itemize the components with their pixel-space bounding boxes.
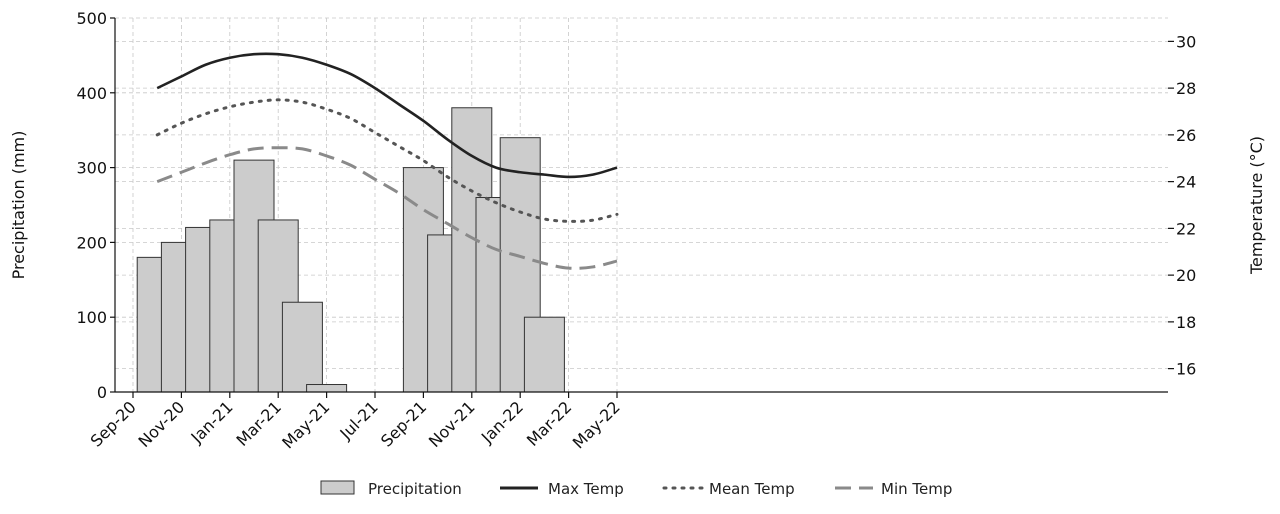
- bar-layer: [136, 107, 565, 393]
- y-left-tick-label: 100: [76, 308, 107, 327]
- max-temp-line: [156, 52, 618, 179]
- y-right-tick-label: 24: [1176, 173, 1196, 192]
- x-tick-label: May-21: [278, 397, 333, 452]
- y-left-tick-label: 400: [76, 84, 107, 103]
- x-tick-label: Nov-20: [135, 397, 189, 451]
- precipitation-bar: [306, 384, 348, 393]
- x-tick-label: Nov-21: [425, 397, 479, 451]
- x-tick-label: Mar-21: [232, 397, 285, 450]
- x-tick-label: Jan-22: [477, 397, 527, 447]
- x-tick-label: Sep-21: [377, 397, 430, 450]
- legend-label-precipitation: Precipitation: [368, 480, 462, 498]
- left-axis-title: Precipitation (mm): [9, 131, 28, 280]
- y-left-tick-label: 0: [97, 383, 107, 402]
- mean-temp-line: [155, 98, 619, 223]
- legend-label-min-temp: Min Temp: [881, 480, 952, 498]
- min-temp-line: [156, 146, 618, 270]
- y-left-tick-label: 500: [76, 9, 107, 28]
- x-tick-label: Sep-20: [87, 397, 140, 450]
- y-right-tick-label: 18: [1176, 313, 1196, 332]
- x-tick-label: Jan-21: [187, 397, 237, 447]
- y-right-tick-label: 22: [1176, 219, 1196, 238]
- y-right-tick-label: 26: [1176, 126, 1196, 145]
- right-axis-title: Temperature (°C): [1247, 136, 1266, 275]
- legend-swatch-precipitation: [320, 480, 355, 495]
- grid-layer: [115, 17, 1168, 392]
- y-right-tick-label: 28: [1176, 79, 1196, 98]
- line-layer: [155, 52, 619, 270]
- x-tick-label: Jul-21: [336, 397, 382, 443]
- y-left-tick-label: 200: [76, 233, 107, 252]
- x-tick-label: May-22: [569, 397, 624, 452]
- precipitation-bar: [281, 301, 323, 393]
- precipitation-bar: [523, 316, 565, 393]
- y-left-tick-label: 300: [76, 159, 107, 178]
- legend: Precipitation Max Temp Mean Temp Min Temp: [320, 480, 952, 498]
- legend-label-max-temp: Max Temp: [548, 480, 624, 498]
- y-right-tick-label: 16: [1176, 360, 1196, 379]
- y-right-tick-label: 20: [1176, 266, 1196, 285]
- y-right-tick-label: 30: [1176, 32, 1196, 51]
- legend-label-mean-temp: Mean Temp: [709, 480, 795, 498]
- x-tick-label: Mar-22: [523, 397, 576, 450]
